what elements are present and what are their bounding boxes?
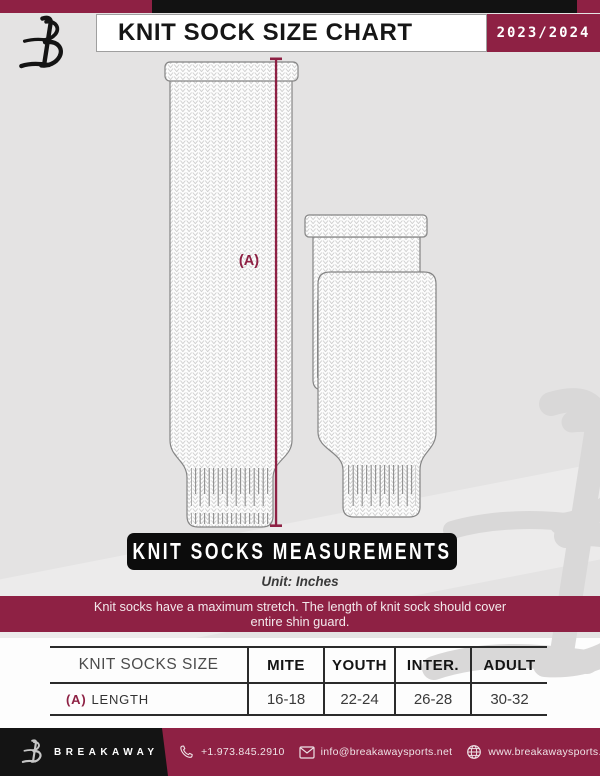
website-link[interactable]: www.breakawaysports.net bbox=[466, 744, 600, 760]
table-header-youth: YOUTH bbox=[323, 648, 394, 682]
phone-link[interactable]: +1.973.845.2910 bbox=[179, 744, 285, 760]
value-adult: 30-32 bbox=[470, 684, 547, 714]
value-mite: 16-18 bbox=[247, 684, 323, 714]
table-header-mite: MITE bbox=[247, 648, 323, 682]
email-link[interactable]: info@breakawaysports.net bbox=[299, 745, 453, 759]
table-row: (A) LENGTH 16-18 22-24 26-28 30-32 bbox=[50, 684, 547, 714]
title-band: KNIT SOCK SIZE CHART bbox=[96, 14, 487, 52]
stretch-notice: Knit socks have a maximum stretch. The l… bbox=[0, 596, 600, 632]
value-youth: 22-24 bbox=[323, 684, 394, 714]
table-header-inter: INTER. bbox=[394, 648, 470, 682]
table-header-adult: ADULT bbox=[470, 648, 547, 682]
watermark-b-logo-icon bbox=[422, 388, 600, 680]
row-label-length: (A) LENGTH bbox=[50, 684, 247, 714]
row-label-prefix: (A) bbox=[66, 691, 87, 707]
stretch-notice-line2: entire shin guard. bbox=[250, 614, 350, 629]
value-inter: 26-28 bbox=[394, 684, 470, 714]
footer: BREAKAWAY +1.973.845.2910 info@breakaway… bbox=[0, 728, 600, 776]
season-badge: 2023/2024 bbox=[487, 14, 600, 52]
stretch-notice-line1: Knit socks have a maximum stretch. The l… bbox=[93, 599, 507, 614]
footer-b-logo-icon bbox=[21, 738, 42, 763]
brand-name: BREAKAWAY bbox=[54, 746, 159, 758]
unit-note: Unit: Inches bbox=[261, 574, 339, 589]
footer-contacts: +1.973.845.2910 info@breakawaysports.net… bbox=[179, 728, 600, 776]
row-label-text: LENGTH bbox=[91, 691, 149, 707]
breakaway-b-logo-icon bbox=[19, 15, 63, 69]
measurements-banner-text: KNIT SOCKS MEASUREMENTS bbox=[132, 537, 452, 565]
envelope-icon bbox=[299, 745, 315, 759]
phone-text: +1.973.845.2910 bbox=[201, 746, 285, 758]
page-title: KNIT SOCK SIZE CHART bbox=[118, 19, 413, 46]
footer-brand-block: BREAKAWAY bbox=[0, 728, 168, 776]
size-table-header-row: KNIT SOCKS SIZE MITE YOUTH INTER. ADULT bbox=[50, 648, 547, 684]
measurements-banner: KNIT SOCKS MEASUREMENTS bbox=[127, 533, 457, 570]
top-accent-strip bbox=[0, 0, 600, 13]
email-text: info@breakawaysports.net bbox=[320, 746, 453, 758]
season-label: 2023/2024 bbox=[496, 25, 591, 41]
globe-icon bbox=[467, 745, 482, 759]
length-label-a: (A) bbox=[238, 253, 260, 269]
phone-icon bbox=[180, 745, 193, 758]
size-table: KNIT SOCKS SIZE MITE YOUTH INTER. ADULT … bbox=[50, 646, 547, 716]
table-header-size: KNIT SOCKS SIZE bbox=[78, 656, 219, 673]
website-text: www.breakawaysports.net bbox=[488, 746, 600, 758]
